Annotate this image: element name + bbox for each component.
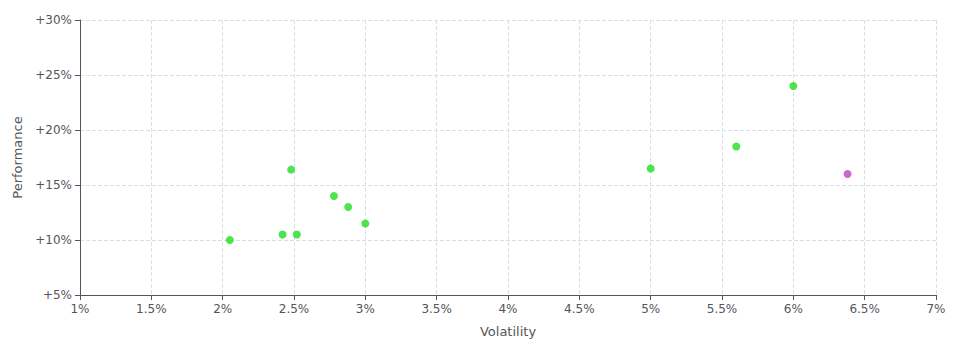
svg-text:7%: 7% [926,302,945,316]
svg-text:+5%: +5% [43,288,72,302]
svg-text:4.5%: 4.5% [564,302,595,316]
svg-text:4%: 4% [498,302,517,316]
svg-text:3.5%: 3.5% [421,302,452,316]
svg-text:+10%: +10% [35,233,72,247]
svg-text:+20%: +20% [35,123,72,137]
svg-text:+15%: +15% [35,178,72,192]
svg-text:Volatility: Volatility [480,324,536,339]
svg-text:+30%: +30% [35,13,72,27]
svg-text:2%: 2% [213,302,232,316]
svg-text:2.5%: 2.5% [279,302,310,316]
svg-text:6.5%: 6.5% [849,302,880,316]
svg-text:1.5%: 1.5% [136,302,167,316]
svg-text:Performance: Performance [10,116,25,198]
svg-text:1%: 1% [70,302,89,316]
svg-text:5%: 5% [641,302,660,316]
svg-text:3%: 3% [356,302,375,316]
svg-text:+25%: +25% [35,68,72,82]
svg-text:6%: 6% [784,302,803,316]
svg-text:5.5%: 5.5% [707,302,738,316]
